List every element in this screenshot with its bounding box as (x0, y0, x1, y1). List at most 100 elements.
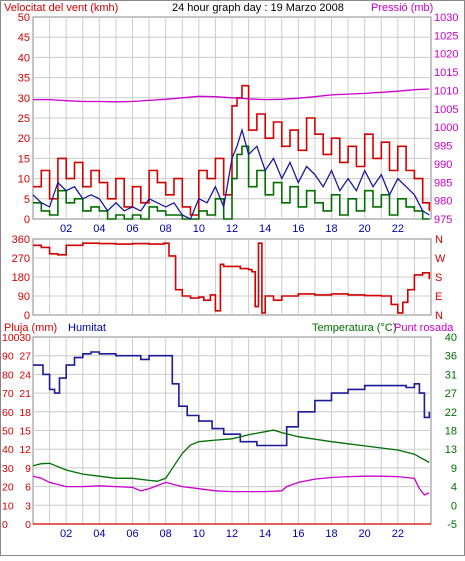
x-tick-label: 18 (325, 223, 337, 235)
pressure-y-tick: 985 (434, 177, 452, 189)
x-tick-label: 06 (126, 223, 138, 235)
x-tick-label: 20 (359, 223, 371, 235)
temperature-y-tick: 18 (445, 426, 457, 438)
humidity-y-tick: 100 (2, 332, 20, 344)
pressure-y-tick: 1005 (434, 104, 458, 116)
pressure-y-tick: 1000 (434, 122, 458, 134)
direction-compass-tick: S (435, 272, 442, 284)
wind-y-tick: 0 (24, 214, 30, 226)
humidity-y-tick: 70 (2, 388, 14, 400)
temperature-series (32, 429, 430, 482)
humidity-y-tick: 20 (2, 482, 14, 494)
direction-y-tick: 360 (12, 234, 30, 246)
x-tick-label: 04 (93, 223, 105, 235)
rain-y-tick: 30 (19, 332, 31, 344)
pressure-y-tick: 1025 (434, 30, 458, 42)
x-tick-label: 06 (126, 528, 138, 540)
temperature-y-tick: -5 (447, 519, 457, 531)
x-tick-label: 14 (259, 528, 271, 540)
x-tick-label: 10 (193, 528, 205, 540)
x-tick-label: 16 (292, 223, 304, 235)
wind-avg-series (32, 127, 430, 220)
pressure-y-tick: 1020 (434, 49, 458, 61)
rain-y-tick: 12 (19, 444, 31, 456)
wind-y-tick: 30 (18, 93, 30, 105)
x-tick-label: 04 (93, 528, 105, 540)
direction-y-tick: 0 (24, 310, 30, 322)
rain-y-tick: 18 (19, 407, 31, 419)
rain-y-tick: 24 (19, 369, 31, 381)
temperature-y-tick: 36 (445, 351, 457, 363)
rain-axis-label: Pluja (mm) (4, 322, 57, 334)
pressure-y-tick: 1010 (434, 85, 458, 97)
wind-gust-series (33, 84, 431, 216)
humidity-y-tick: 90 (2, 351, 14, 363)
temperature-axis-label: Temperatura (°C) (312, 322, 396, 334)
x-tick-label: 10 (193, 223, 205, 235)
x-tick-label: 12 (226, 223, 238, 235)
direction-compass-tick: N (435, 310, 443, 322)
pressure-series (33, 88, 430, 103)
pressure-y-tick: 990 (434, 159, 452, 171)
wind-direction-series (33, 242, 431, 314)
dewpoint-series (32, 475, 430, 496)
pressure-axis-label: Pressió (mb) (371, 2, 433, 14)
rain-y-tick: 3 (25, 500, 31, 512)
direction-y-tick: 180 (12, 272, 30, 284)
temperature-y-tick: 9 (451, 463, 457, 475)
chart-layer: 5045403530252015105010301025102010151010… (2, 12, 458, 540)
wind-y-tick: 20 (18, 133, 30, 145)
temperature-y-tick: 22 (445, 407, 457, 419)
wind-y-tick: 5 (24, 194, 30, 206)
wind-y-tick: 50 (18, 12, 30, 24)
humidity-y-tick: 0 (2, 519, 8, 531)
x-tick-label: 12 (226, 528, 238, 540)
temperature-y-tick: 40 (445, 332, 457, 344)
temperature-y-tick: 4 (451, 482, 457, 494)
humidity-axis-label: Humitat (68, 322, 106, 334)
x-tick-label: 14 (259, 223, 271, 235)
pressure-y-tick: 1030 (434, 12, 458, 24)
humidity-y-tick: 80 (2, 369, 14, 381)
wind-y-tick: 10 (18, 174, 30, 186)
temperature-y-tick: 13 (445, 444, 457, 456)
wind-y-tick: 40 (18, 52, 30, 64)
wind-y-tick: 25 (18, 113, 30, 125)
x-tick-label: 08 (160, 223, 172, 235)
rain-y-tick: 6 (25, 482, 31, 494)
x-tick-label: 22 (392, 528, 404, 540)
direction-y-tick: 270 (12, 253, 30, 265)
pressure-y-tick: 1015 (434, 67, 458, 79)
humidity-y-tick: 50 (2, 426, 14, 438)
humidity-y-tick: 10 (2, 500, 14, 512)
x-tick-label: 02 (60, 528, 72, 540)
humidity-y-tick: 60 (2, 407, 14, 419)
x-tick-label: 18 (325, 528, 337, 540)
wind-y-tick: 35 (18, 73, 30, 85)
rain-y-tick: 15 (19, 426, 31, 438)
direction-compass-tick: N (435, 234, 443, 246)
pressure-y-tick: 975 (434, 214, 452, 226)
wind-axis-label: Velocitat del vent (kmh) (4, 2, 118, 14)
temperature-y-tick: 27 (445, 388, 457, 400)
humidity-series (33, 351, 431, 447)
rain-y-tick: 9 (25, 463, 31, 475)
wind-y-tick: 15 (18, 153, 30, 165)
pressure-y-tick: 995 (434, 141, 452, 153)
rain-y-tick: 0 (25, 519, 31, 531)
x-tick-label: 16 (292, 528, 304, 540)
x-tick-label: 20 (359, 528, 371, 540)
x-tick-label: 08 (160, 528, 172, 540)
direction-y-tick: 90 (18, 291, 30, 303)
direction-compass-tick: W (435, 253, 446, 265)
direction-compass-tick: E (435, 291, 442, 303)
chart-title: 24 hour graph day : 19 Marzo 2008 (172, 2, 344, 14)
rain-y-tick: 21 (19, 388, 31, 400)
temperature-y-tick: 31 (445, 369, 457, 381)
wind-min-series (33, 145, 430, 220)
dewpoint-axis-label: Punt rosada (394, 322, 454, 334)
x-tick-label: 02 (60, 223, 72, 235)
rain-y-tick: 27 (19, 351, 31, 363)
